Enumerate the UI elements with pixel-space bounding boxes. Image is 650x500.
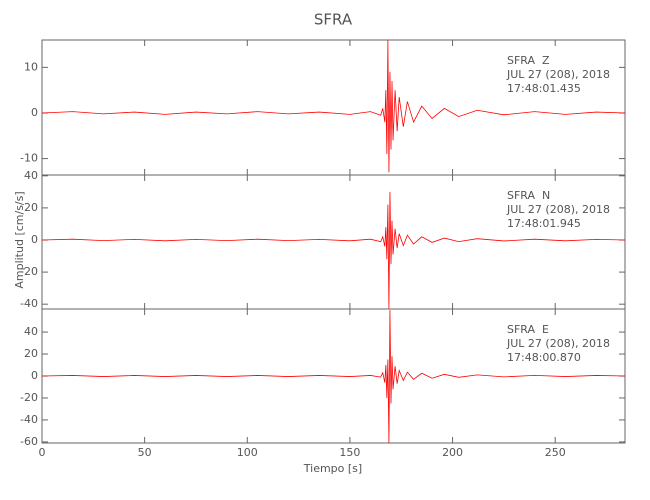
annotation: SFRA E bbox=[507, 323, 549, 336]
y-tick-label: 20 bbox=[24, 201, 38, 214]
waveform bbox=[42, 40, 625, 173]
x-axis-label: Tiempo [s] bbox=[303, 462, 362, 475]
x-tick-label: 200 bbox=[442, 446, 463, 459]
y-tick-label: -40 bbox=[20, 413, 38, 426]
y-tick-label: -60 bbox=[20, 435, 38, 448]
y-tick-label: 0 bbox=[31, 233, 38, 246]
annotation: 17:48:01.435 bbox=[507, 82, 581, 95]
y-axis-label: Amplitud [cm/s/s] bbox=[13, 191, 26, 288]
annotation: JUL 27 (208), 2018 bbox=[506, 337, 610, 350]
waveform bbox=[42, 191, 625, 309]
x-tick-label: 0 bbox=[39, 446, 46, 459]
y-tick-label: -20 bbox=[20, 391, 38, 404]
annotation: 17:48:01.945 bbox=[507, 217, 581, 230]
y-tick-label: 40 bbox=[24, 325, 38, 338]
annotation: JUL 27 (208), 2018 bbox=[506, 203, 610, 216]
annotation: 17:48:00.870 bbox=[507, 351, 581, 364]
annotation: SFRA N bbox=[507, 189, 550, 202]
waveform bbox=[42, 310, 625, 443]
x-tick-label: 100 bbox=[237, 446, 258, 459]
y-tick-label: 10 bbox=[24, 60, 38, 73]
y-tick-label: -40 bbox=[20, 297, 38, 310]
y-tick-label: 0 bbox=[31, 369, 38, 382]
annotation: JUL 27 (208), 2018 bbox=[506, 68, 610, 81]
y-tick-label: -20 bbox=[20, 265, 38, 278]
y-tick-label: -10 bbox=[20, 152, 38, 165]
chart-title: SFRA bbox=[314, 11, 353, 29]
y-tick-label: 20 bbox=[24, 347, 38, 360]
x-tick-label: 50 bbox=[138, 446, 152, 459]
y-tick-label: 0 bbox=[31, 106, 38, 119]
x-tick-label: 150 bbox=[339, 446, 360, 459]
annotation: SFRA Z bbox=[507, 54, 550, 67]
x-tick-label: 250 bbox=[545, 446, 566, 459]
y-tick-label: 40 bbox=[24, 169, 38, 182]
